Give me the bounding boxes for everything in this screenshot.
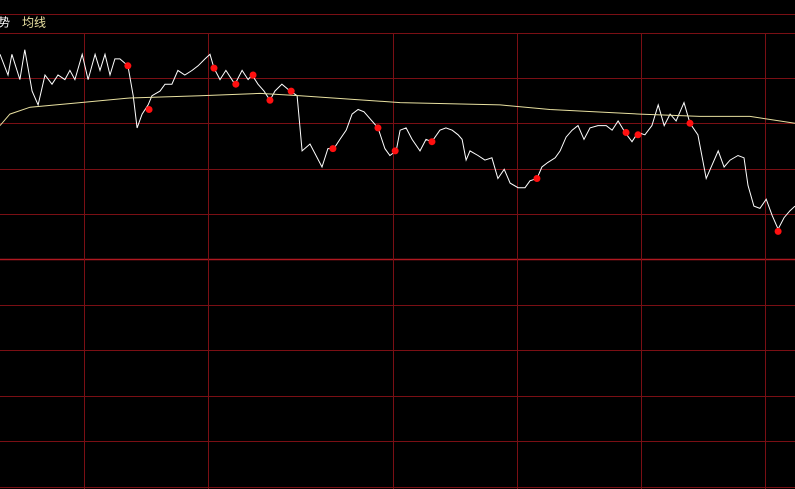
signal-dot [391, 147, 399, 155]
signal-dot [124, 62, 132, 70]
signal-dot [232, 80, 240, 88]
signal-dot [329, 145, 337, 153]
signal-dot [287, 87, 295, 95]
signal-dot [634, 131, 642, 139]
signal-dot [622, 129, 630, 136]
legend-entry: 势 [0, 16, 10, 30]
signal-dot [774, 227, 782, 235]
signal-dot [374, 124, 382, 132]
grid [0, 14, 795, 489]
signal-dot [533, 175, 541, 182]
signal-dot [428, 138, 436, 146]
legend-entry: 均线 [22, 16, 46, 30]
signal-dot [145, 106, 153, 113]
signal-dot [210, 64, 218, 72]
line-series [0, 92, 795, 126]
signal-dot [249, 71, 257, 79]
signal-dot [266, 96, 274, 104]
signal-dot [686, 119, 694, 127]
